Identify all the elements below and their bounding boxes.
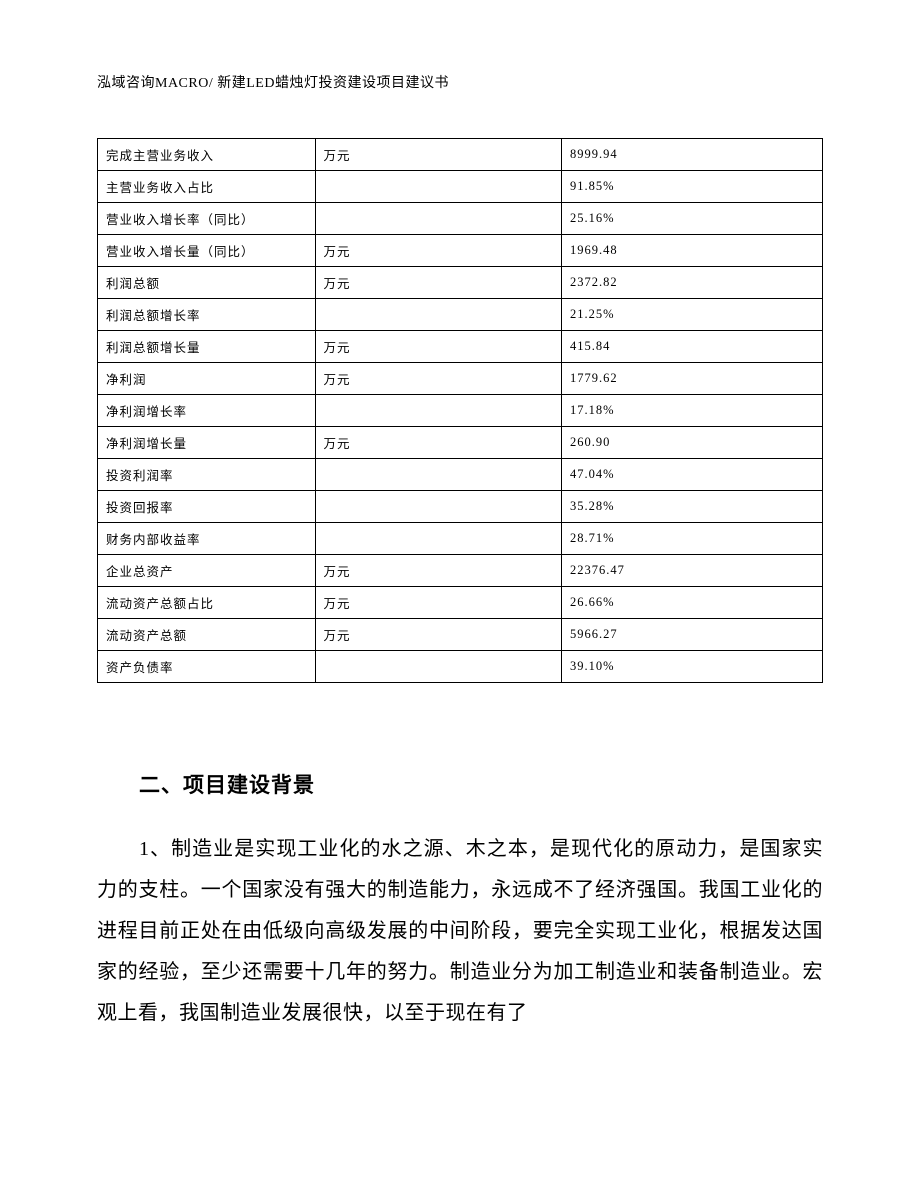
row-unit: 万元 <box>315 331 562 363</box>
row-unit <box>315 459 562 491</box>
row-value: 21.25% <box>562 299 823 331</box>
row-label: 资产负债率 <box>98 651 316 683</box>
table-row: 净利润 万元 1779.62 <box>98 363 823 395</box>
row-value: 17.18% <box>562 395 823 427</box>
row-label: 营业收入增长率（同比） <box>98 203 316 235</box>
table-row: 财务内部收益率 28.71% <box>98 523 823 555</box>
row-label: 流动资产总额占比 <box>98 587 316 619</box>
page-header: 泓域咨询MACRO/ 新建LED蜡烛灯投资建设项目建议书 <box>97 72 823 92</box>
row-value: 25.16% <box>562 203 823 235</box>
table-row: 利润总额增长量 万元 415.84 <box>98 331 823 363</box>
row-label: 净利润 <box>98 363 316 395</box>
row-unit <box>315 395 562 427</box>
row-value: 260.90 <box>562 427 823 459</box>
table-row: 营业收入增长量（同比） 万元 1969.48 <box>98 235 823 267</box>
row-unit: 万元 <box>315 267 562 299</box>
row-label: 利润总额增长量 <box>98 331 316 363</box>
row-label: 净利润增长率 <box>98 395 316 427</box>
table-row: 营业收入增长率（同比） 25.16% <box>98 203 823 235</box>
row-unit: 万元 <box>315 587 562 619</box>
table-row: 完成主营业务收入 万元 8999.94 <box>98 139 823 171</box>
row-label: 利润总额增长率 <box>98 299 316 331</box>
row-unit: 万元 <box>315 427 562 459</box>
table-row: 资产负债率 39.10% <box>98 651 823 683</box>
table-row: 净利润增长量 万元 260.90 <box>98 427 823 459</box>
row-value: 1969.48 <box>562 235 823 267</box>
table-row: 主营业务收入占比 91.85% <box>98 171 823 203</box>
row-unit: 万元 <box>315 619 562 651</box>
financial-table: 完成主营业务收入 万元 8999.94 主营业务收入占比 91.85% 营业收入… <box>97 138 823 683</box>
row-value: 415.84 <box>562 331 823 363</box>
row-unit: 万元 <box>315 363 562 395</box>
table-row: 利润总额增长率 21.25% <box>98 299 823 331</box>
row-label: 营业收入增长量（同比） <box>98 235 316 267</box>
row-unit <box>315 203 562 235</box>
row-value: 28.71% <box>562 523 823 555</box>
row-unit: 万元 <box>315 235 562 267</box>
row-label: 投资回报率 <box>98 491 316 523</box>
row-unit <box>315 651 562 683</box>
row-label: 利润总额 <box>98 267 316 299</box>
row-value: 5966.27 <box>562 619 823 651</box>
row-value: 2372.82 <box>562 267 823 299</box>
row-value: 26.66% <box>562 587 823 619</box>
section-title: 二、项目建设背景 <box>97 769 823 799</box>
row-unit: 万元 <box>315 139 562 171</box>
table-row: 流动资产总额 万元 5966.27 <box>98 619 823 651</box>
row-value: 8999.94 <box>562 139 823 171</box>
row-label: 净利润增长量 <box>98 427 316 459</box>
table-row: 净利润增长率 17.18% <box>98 395 823 427</box>
row-label: 完成主营业务收入 <box>98 139 316 171</box>
row-label: 投资利润率 <box>98 459 316 491</box>
row-value: 91.85% <box>562 171 823 203</box>
row-unit <box>315 523 562 555</box>
row-unit <box>315 299 562 331</box>
row-unit <box>315 171 562 203</box>
table-row: 投资回报率 35.28% <box>98 491 823 523</box>
table-row: 企业总资产 万元 22376.47 <box>98 555 823 587</box>
row-value: 39.10% <box>562 651 823 683</box>
row-value: 22376.47 <box>562 555 823 587</box>
row-unit: 万元 <box>315 555 562 587</box>
table-row: 投资利润率 47.04% <box>98 459 823 491</box>
row-label: 主营业务收入占比 <box>98 171 316 203</box>
row-unit <box>315 491 562 523</box>
row-label: 财务内部收益率 <box>98 523 316 555</box>
paragraph-text: 1、制造业是实现工业化的水之源、木之本，是现代化的原动力，是国家实力的支柱。一个… <box>97 838 823 1024</box>
row-label: 流动资产总额 <box>98 619 316 651</box>
table-row: 利润总额 万元 2372.82 <box>98 267 823 299</box>
row-value: 1779.62 <box>562 363 823 395</box>
table-body: 完成主营业务收入 万元 8999.94 主营业务收入占比 91.85% 营业收入… <box>98 139 823 683</box>
row-label: 企业总资产 <box>98 555 316 587</box>
table-row: 流动资产总额占比 万元 26.66% <box>98 587 823 619</box>
row-value: 35.28% <box>562 491 823 523</box>
row-value: 47.04% <box>562 459 823 491</box>
body-paragraph: 1、制造业是实现工业化的水之源、木之本，是现代化的原动力，是国家实力的支柱。一个… <box>97 829 823 1034</box>
